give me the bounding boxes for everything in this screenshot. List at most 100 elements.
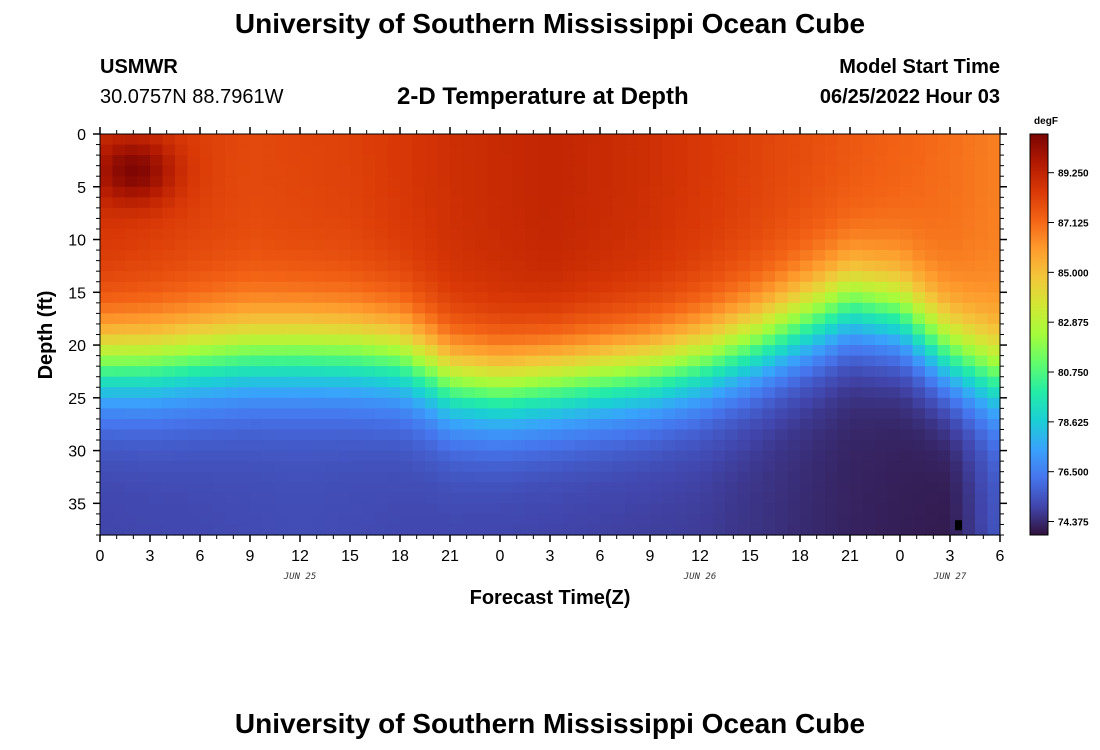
heatmap-cell bbox=[650, 471, 664, 483]
heatmap-cell bbox=[125, 281, 139, 293]
heatmap-cell bbox=[700, 260, 714, 272]
heatmap-cell bbox=[125, 513, 139, 526]
heatmap-cell bbox=[275, 313, 289, 325]
heatmap-cell bbox=[112, 176, 126, 188]
heatmap-cell bbox=[862, 376, 876, 388]
heatmap-cell bbox=[950, 302, 964, 314]
heatmap-cell bbox=[337, 471, 351, 483]
heatmap-cell bbox=[312, 302, 326, 314]
heatmap-cell bbox=[800, 418, 814, 431]
heatmap-cell bbox=[725, 155, 739, 167]
heatmap-cell bbox=[925, 281, 939, 293]
heatmap-cell bbox=[775, 397, 789, 409]
heatmap-cell bbox=[500, 186, 514, 198]
x-tick-label: 15 bbox=[741, 548, 759, 565]
heatmap-cell bbox=[512, 408, 526, 420]
heatmap-cell bbox=[625, 271, 639, 283]
heatmap-cell bbox=[912, 440, 926, 452]
heatmap-cell bbox=[700, 281, 714, 293]
heatmap-cell bbox=[587, 155, 601, 167]
heatmap-cell bbox=[462, 155, 476, 167]
heatmap-cell bbox=[537, 134, 551, 146]
heatmap-cell bbox=[500, 271, 514, 283]
heatmap-cell bbox=[562, 313, 576, 325]
heatmap-cell bbox=[100, 387, 114, 399]
heatmap-cell bbox=[487, 313, 501, 325]
heatmap-cell bbox=[625, 281, 639, 293]
heatmap-cell bbox=[937, 387, 951, 399]
heatmap-cell bbox=[550, 355, 564, 367]
heatmap-cell bbox=[762, 471, 776, 483]
heatmap-cell bbox=[112, 239, 126, 251]
heatmap-cell bbox=[537, 471, 551, 483]
heatmap-cell bbox=[900, 397, 914, 409]
heatmap-cell bbox=[375, 471, 389, 483]
heatmap-cell bbox=[450, 186, 464, 198]
heatmap-cell bbox=[262, 492, 276, 504]
heatmap-cell bbox=[900, 313, 914, 325]
station-name: USMWR bbox=[100, 56, 178, 78]
heatmap-cell bbox=[750, 334, 764, 346]
heatmap-cell bbox=[637, 313, 651, 325]
heatmap-cell bbox=[412, 345, 426, 357]
heatmap-cell bbox=[612, 513, 626, 526]
heatmap-cell bbox=[700, 471, 714, 483]
heatmap-cell bbox=[200, 503, 214, 515]
heatmap-cell bbox=[562, 323, 576, 336]
heatmap-cell bbox=[537, 366, 551, 378]
heatmap-cell bbox=[737, 418, 751, 431]
heatmap-cell bbox=[612, 323, 626, 336]
heatmap-cell bbox=[812, 450, 826, 462]
heatmap-cell bbox=[625, 492, 639, 504]
heatmap-cell bbox=[312, 165, 326, 177]
heatmap-cell bbox=[287, 176, 301, 188]
heatmap-cell bbox=[725, 323, 739, 336]
heatmap-cell bbox=[737, 250, 751, 262]
heatmap-cell bbox=[350, 260, 364, 272]
heatmap-cell bbox=[137, 513, 151, 526]
heatmap-cell bbox=[637, 134, 651, 146]
heatmap-cell bbox=[850, 228, 864, 241]
heatmap-cell bbox=[312, 524, 326, 536]
heatmap-cell bbox=[950, 376, 964, 388]
heatmap-cell bbox=[375, 207, 389, 220]
heatmap-cell bbox=[837, 440, 851, 452]
colorbar-tick-label: 89.250 bbox=[1058, 169, 1089, 180]
heatmap-cell bbox=[825, 228, 839, 241]
heatmap-cell bbox=[525, 440, 539, 452]
heatmap-cell bbox=[900, 334, 914, 346]
heatmap-cell bbox=[187, 323, 201, 336]
heatmap-cell bbox=[712, 186, 726, 198]
heatmap-cell bbox=[525, 471, 539, 483]
heatmap-cell bbox=[750, 323, 764, 336]
heatmap-cell bbox=[437, 155, 451, 167]
heatmap-cell bbox=[887, 271, 901, 283]
heatmap-cell bbox=[825, 239, 839, 251]
heatmap-cell bbox=[200, 334, 214, 346]
heatmap-cell bbox=[525, 197, 539, 209]
heatmap-cell bbox=[700, 218, 714, 230]
heatmap-cell bbox=[512, 134, 526, 146]
heatmap-cell bbox=[612, 239, 626, 251]
heatmap-cell bbox=[650, 366, 664, 378]
heatmap-cell bbox=[500, 250, 514, 262]
heatmap-cell bbox=[300, 524, 314, 536]
heatmap-cell bbox=[400, 387, 414, 399]
heatmap-cell bbox=[787, 471, 801, 483]
heatmap-cell bbox=[912, 176, 926, 188]
heatmap-cell bbox=[225, 176, 239, 188]
heatmap-cell bbox=[137, 302, 151, 314]
heatmap-cell bbox=[312, 492, 326, 504]
heatmap-cell bbox=[675, 144, 689, 156]
heatmap-cell bbox=[900, 345, 914, 357]
heatmap-cell bbox=[650, 450, 664, 462]
heatmap-cell bbox=[700, 482, 714, 494]
heatmap-cell bbox=[425, 197, 439, 209]
heatmap-cell bbox=[250, 387, 264, 399]
heatmap-cell bbox=[275, 323, 289, 336]
heatmap-cell bbox=[237, 197, 251, 209]
heatmap-cell bbox=[825, 482, 839, 494]
heatmap-cell bbox=[350, 281, 364, 293]
heatmap-cell bbox=[725, 492, 739, 504]
heatmap-cell bbox=[925, 271, 939, 283]
